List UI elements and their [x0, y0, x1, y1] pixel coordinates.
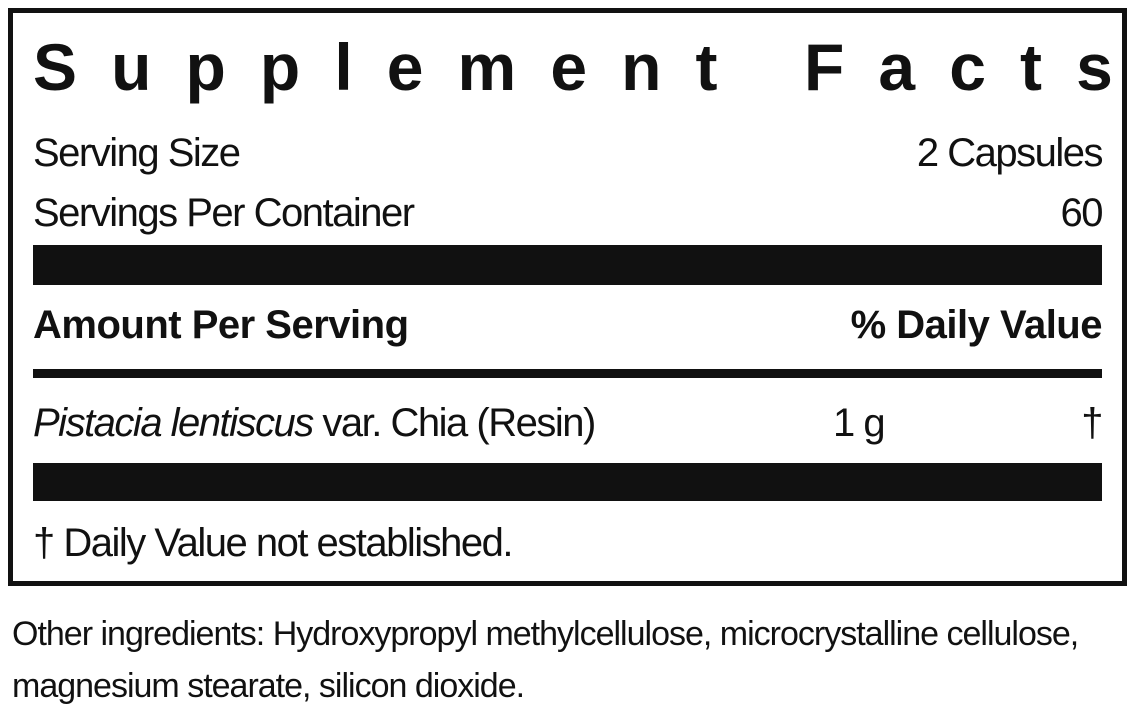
- title-letter: p: [185, 30, 226, 104]
- title-letter: p: [259, 30, 301, 104]
- medium-divider: [33, 369, 1102, 378]
- ingredient-daily-value: †: [1081, 401, 1103, 445]
- title-letter: t: [1020, 30, 1042, 104]
- column-header-row: Amount Per Serving % Daily Value: [33, 303, 1103, 348]
- title-letter: n: [621, 30, 662, 104]
- ingredient-row: Pistacia lentiscus var. Chia (Resin) 1 g…: [33, 401, 1103, 446]
- thick-divider: [33, 245, 1102, 285]
- title-letter: e: [550, 30, 588, 104]
- footnote: † Daily Value not established.: [33, 521, 514, 565]
- daily-value-header: % Daily Value: [850, 303, 1103, 347]
- title-letter: c: [949, 30, 986, 104]
- serving-size-value: 2 Capsules: [916, 131, 1104, 175]
- servings-per-container-row: Servings Per Container 60: [33, 191, 1104, 236]
- ingredient-name: Pistacia lentiscus var. Chia (Resin): [33, 401, 596, 445]
- title-letter: t: [695, 30, 718, 104]
- title-letter: S: [33, 30, 78, 104]
- servings-per-container-value: 60: [1060, 191, 1104, 235]
- title-letter: F: [804, 30, 845, 104]
- title-letter: a: [878, 30, 916, 104]
- serving-size-row: Serving Size 2 Capsules: [33, 131, 1104, 176]
- thick-divider-bottom: [33, 463, 1102, 501]
- other-ingredients: Other ingredients: Hydroxypropyl methylc…: [12, 615, 1079, 705]
- title-letter: [752, 27, 770, 107]
- title-letter: l: [334, 30, 353, 104]
- title-letter: u: [111, 30, 152, 104]
- amount-per-serving-header: Amount Per Serving: [33, 303, 409, 347]
- servings-per-container-label: Servings Per Container: [33, 191, 415, 235]
- title-letter: s: [1076, 30, 1113, 104]
- ingredient-amount: 1 g: [833, 401, 886, 445]
- title-letter: e: [386, 30, 424, 104]
- title-letter: m: [457, 30, 517, 104]
- serving-size-label: Serving Size: [33, 131, 241, 175]
